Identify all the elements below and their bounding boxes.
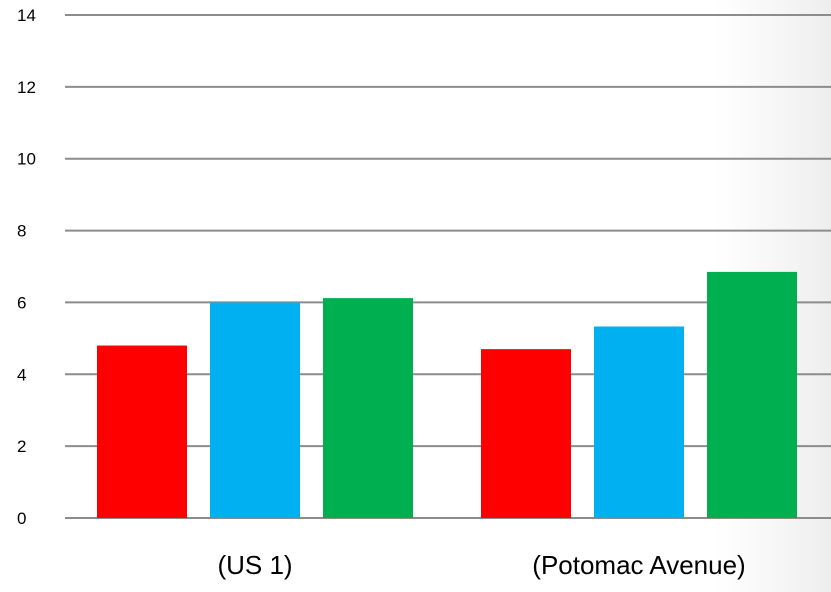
x-axis-category-labels: (US 1) (Potomac Avenue)	[217, 550, 745, 580]
x-category-label: (Potomac Avenue)	[532, 550, 745, 580]
bar-2-series-3	[707, 271, 797, 518]
y-axis-tick-labels: 0 2 4 6 8 10 12 14	[17, 6, 36, 528]
bar-1-series-3	[323, 298, 413, 518]
bar-2-series-2	[594, 326, 684, 518]
y-tick-label: 10	[17, 150, 36, 169]
bar-2-series-1	[481, 349, 571, 518]
y-tick-label: 12	[17, 78, 36, 97]
y-tick-label: 6	[17, 293, 26, 312]
y-tick-label: 0	[17, 509, 26, 528]
bar-1-series-2	[210, 302, 300, 518]
y-tick-label: 14	[17, 6, 36, 25]
y-tick-label: 8	[17, 222, 26, 241]
x-category-label: (US 1)	[217, 550, 292, 580]
y-tick-label: 2	[17, 437, 26, 456]
bar-1-series-1	[97, 345, 187, 518]
y-tick-label: 4	[17, 365, 26, 384]
bars	[97, 271, 797, 518]
gridlines	[65, 14, 831, 519]
